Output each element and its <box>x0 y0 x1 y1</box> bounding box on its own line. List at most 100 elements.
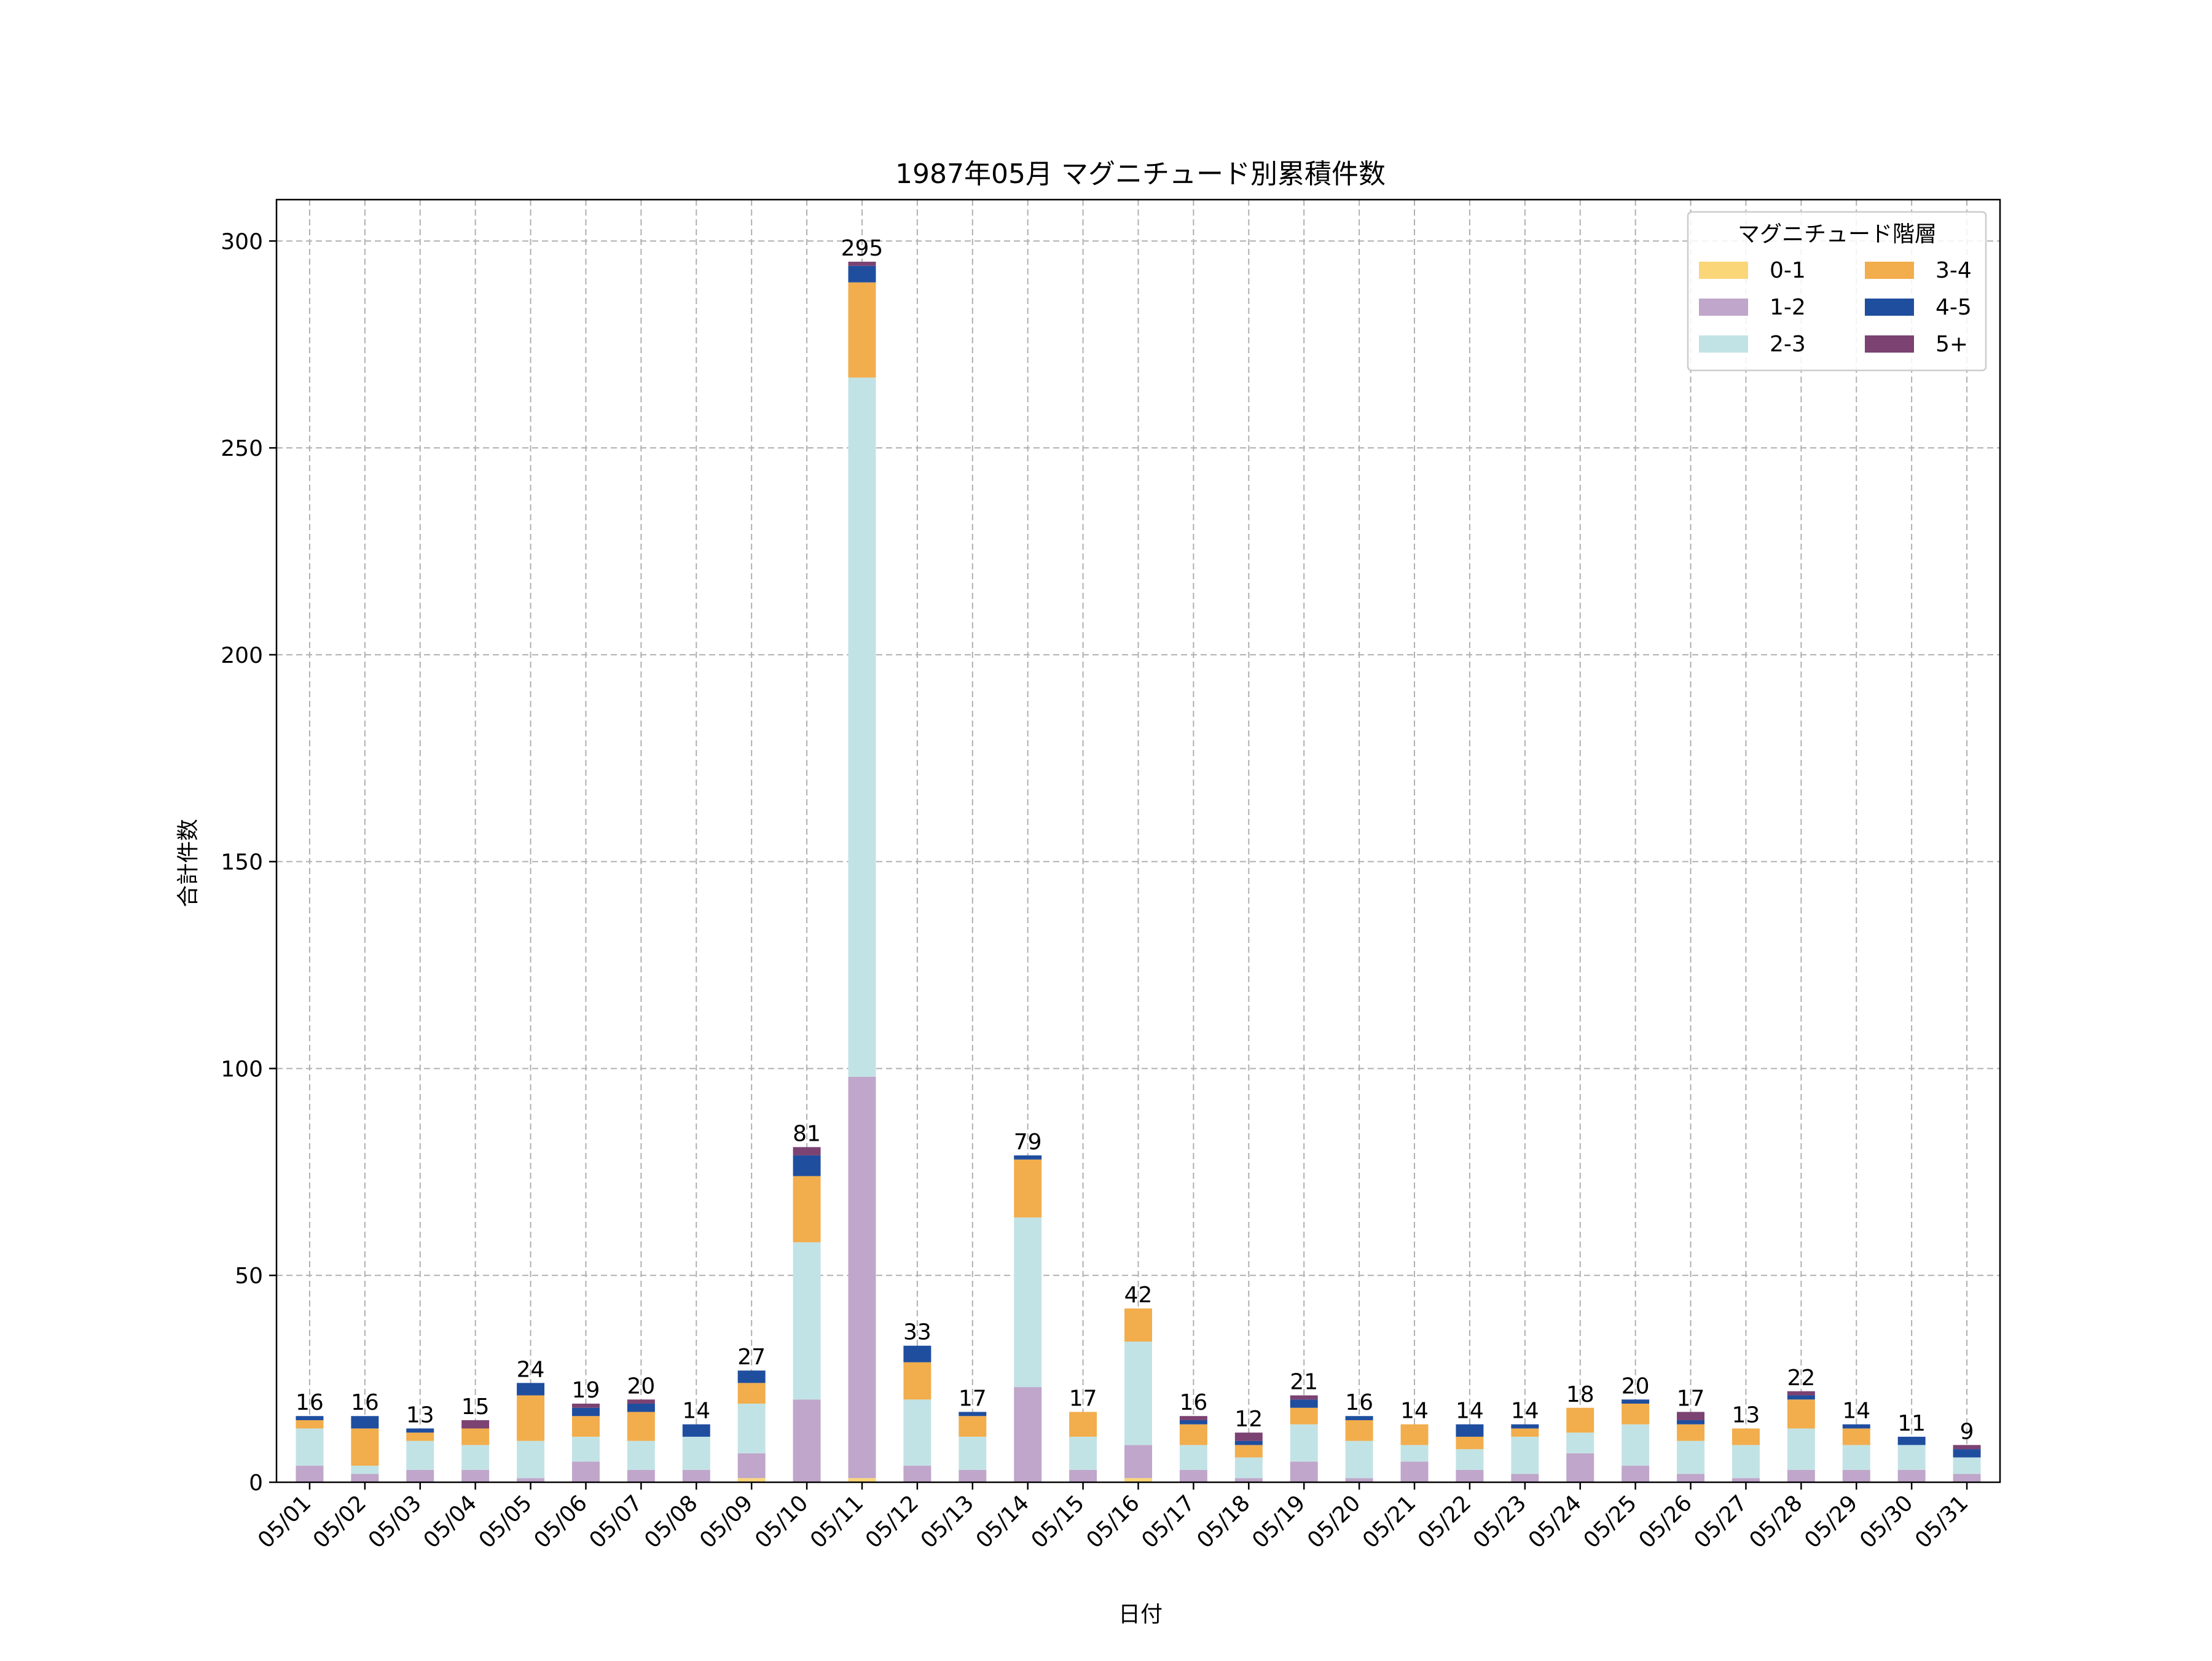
bar-segment-2-3 <box>1345 1440 1373 1479</box>
y-tick-label: 50 <box>235 1264 263 1289</box>
bar-segment-4-5 <box>959 1412 987 1417</box>
bar-segment-3-4 <box>793 1176 821 1243</box>
bar-segment-1-2 <box>682 1469 710 1482</box>
y-tick-label: 0 <box>249 1471 263 1496</box>
bar-segment-2-3 <box>406 1440 434 1470</box>
bar-segment-3-4 <box>1014 1159 1042 1217</box>
bar-segment-4-5 <box>1787 1395 1815 1400</box>
bar-segment-3-4 <box>351 1428 379 1466</box>
bar-segment-1-2 <box>1732 1478 1760 1482</box>
bar-segment-2-3 <box>1622 1424 1650 1466</box>
bar-segment-3-4 <box>296 1420 324 1429</box>
bar-segment-4-5 <box>351 1416 379 1429</box>
bar-segment-2-3 <box>351 1466 379 1474</box>
labels-layer: 16 16 13 15 24 19 20 14 27 81 295 33 17 79 17 42 16 12 21 1… <box>296 236 1974 1444</box>
bar-segment-4-5 <box>571 1407 600 1417</box>
bar-segment-1-2 <box>959 1469 987 1482</box>
legend-label-4-5: 4-5 <box>1936 295 1972 320</box>
legend-swatch-4-5 <box>1865 299 1914 316</box>
bar-segment-3-4 <box>1566 1407 1594 1433</box>
y-tick-label: 100 <box>221 1057 263 1082</box>
bar-segment-2-3 <box>1511 1436 1539 1474</box>
bar-segment-3-4 <box>1290 1407 1318 1425</box>
bar-segment-3-4 <box>461 1428 490 1445</box>
bar-segment-1-2 <box>571 1461 600 1482</box>
bar-segment-4-5 <box>1842 1424 1870 1429</box>
bar-segment-1-2 <box>737 1453 766 1479</box>
bar-segment-2-3 <box>1953 1457 1981 1474</box>
bar-segment-1-2 <box>1787 1469 1815 1482</box>
bar-segment-2-3 <box>1290 1424 1318 1462</box>
bar-segment-1-2 <box>627 1469 655 1482</box>
bar-segment-4-5 <box>737 1370 766 1383</box>
bar-segment-2-3 <box>517 1440 545 1479</box>
legend-swatch-3-4 <box>1865 262 1914 279</box>
bar-total-label: 19 <box>572 1378 600 1403</box>
bar-segment-5+ <box>793 1147 821 1155</box>
bar-segment-1-2 <box>1179 1469 1207 1482</box>
bar-total-label: 20 <box>627 1374 655 1399</box>
bar-segment-3-4 <box>1234 1445 1263 1458</box>
bar-total-label: 27 <box>737 1345 766 1370</box>
legend: マグニチュード階層 0-1 1-2 2-3 3-4 4-5 5+ <box>1687 211 1987 372</box>
bar-segment-4-5 <box>1953 1449 1981 1458</box>
bar-segment-3-4 <box>1677 1424 1705 1441</box>
bar-total-label: 79 <box>1014 1130 1042 1155</box>
bar-segment-5+ <box>571 1404 600 1408</box>
bar-total-label: 33 <box>903 1320 931 1345</box>
bar-total-label: 295 <box>841 236 884 261</box>
bar-segment-3-4 <box>903 1362 931 1400</box>
bar-segment-2-3 <box>959 1436 987 1470</box>
bar-segment-5+ <box>848 262 876 266</box>
bar-segment-2-3 <box>793 1242 821 1400</box>
bar-segment-2-3 <box>296 1428 324 1466</box>
bar-segment-4-5 <box>1897 1436 1926 1445</box>
bar-segment-3-4 <box>1400 1424 1429 1445</box>
bar-total-label: 22 <box>1787 1366 1815 1391</box>
bar-segment-3-4 <box>1345 1420 1373 1441</box>
bar-segment-0-1 <box>848 1478 876 1482</box>
bar-total-label: 9 <box>1960 1419 1974 1444</box>
bar-segment-1-2 <box>1400 1461 1429 1482</box>
bar-segment-1-2 <box>461 1469 490 1482</box>
bar-total-label: 20 <box>1622 1374 1650 1399</box>
bar-segment-3-4 <box>1732 1428 1760 1445</box>
bar-segment-5+ <box>1290 1395 1318 1400</box>
bar-total-label: 16 <box>296 1390 324 1415</box>
bar-total-label: 42 <box>1124 1283 1153 1308</box>
bar-segment-4-5 <box>1511 1424 1539 1429</box>
bar-segment-1-2 <box>517 1478 545 1482</box>
bar-segment-2-3 <box>682 1436 710 1470</box>
bar-segment-2-3 <box>1566 1432 1594 1453</box>
bar-segment-3-4 <box>737 1383 766 1404</box>
bar-total-label: 15 <box>461 1394 490 1420</box>
legend-swatch-5+ <box>1865 335 1914 353</box>
bar-segment-3-4 <box>1456 1436 1484 1450</box>
bar-segment-2-3 <box>1014 1217 1042 1388</box>
bar-segment-4-5 <box>1677 1420 1705 1425</box>
bar-segment-1-2 <box>1014 1387 1042 1482</box>
bar-total-label: 11 <box>1897 1411 1926 1436</box>
bar-total-label: 14 <box>1456 1399 1484 1424</box>
legend-label-2-3: 2-3 <box>1770 332 1806 357</box>
y-tick-label: 300 <box>221 229 263 254</box>
bar-segment-4-5 <box>1622 1399 1650 1404</box>
bar-segment-1-2 <box>1842 1469 1870 1482</box>
bars-layer <box>296 262 1981 1482</box>
bar-segment-1-2 <box>296 1466 324 1482</box>
bar-total-label: 16 <box>351 1390 379 1415</box>
bar-segment-1-2 <box>848 1076 876 1479</box>
bar-segment-3-4 <box>1787 1399 1815 1429</box>
bar-segment-3-4 <box>959 1416 987 1437</box>
bar-segment-4-5 <box>1234 1440 1263 1445</box>
bar-total-label: 81 <box>793 1121 821 1146</box>
bar-segment-0-1 <box>737 1478 766 1482</box>
bar-segment-4-5 <box>848 265 876 283</box>
bar-total-label: 14 <box>1511 1399 1539 1424</box>
bar-segment-2-3 <box>1897 1445 1926 1470</box>
bar-segment-3-4 <box>1124 1308 1152 1342</box>
bar-segment-3-4 <box>406 1432 434 1441</box>
bar-segment-5+ <box>1234 1432 1263 1441</box>
